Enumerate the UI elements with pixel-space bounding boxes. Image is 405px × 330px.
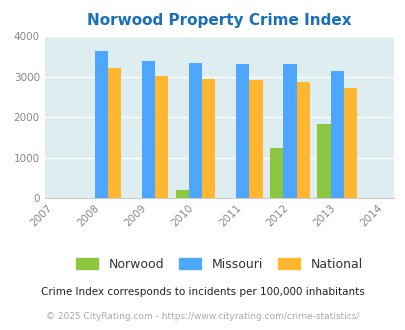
Bar bbox=[249, 81, 262, 198]
Bar bbox=[270, 148, 283, 198]
Bar bbox=[155, 76, 168, 198]
Bar bbox=[330, 72, 343, 198]
Bar bbox=[189, 63, 202, 198]
Bar bbox=[236, 64, 249, 198]
Bar bbox=[283, 64, 296, 198]
Bar bbox=[296, 82, 309, 198]
Bar bbox=[202, 79, 215, 198]
Title: Norwood Property Crime Index: Norwood Property Crime Index bbox=[87, 13, 351, 28]
Bar bbox=[94, 51, 108, 198]
Text: Crime Index corresponds to incidents per 100,000 inhabitants: Crime Index corresponds to incidents per… bbox=[41, 287, 364, 297]
Bar bbox=[141, 61, 155, 198]
Bar bbox=[108, 68, 121, 198]
Bar bbox=[175, 190, 189, 198]
Bar bbox=[343, 88, 356, 198]
Text: © 2025 CityRating.com - https://www.cityrating.com/crime-statistics/: © 2025 CityRating.com - https://www.city… bbox=[46, 313, 359, 321]
Bar bbox=[317, 124, 330, 198]
Legend: Norwood, Missouri, National: Norwood, Missouri, National bbox=[71, 253, 367, 276]
